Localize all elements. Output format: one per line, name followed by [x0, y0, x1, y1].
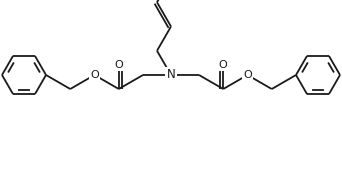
Text: O: O	[219, 60, 228, 70]
Text: O: O	[243, 70, 252, 80]
Text: O: O	[90, 70, 99, 80]
Text: O: O	[114, 60, 123, 70]
Text: N: N	[167, 69, 175, 81]
